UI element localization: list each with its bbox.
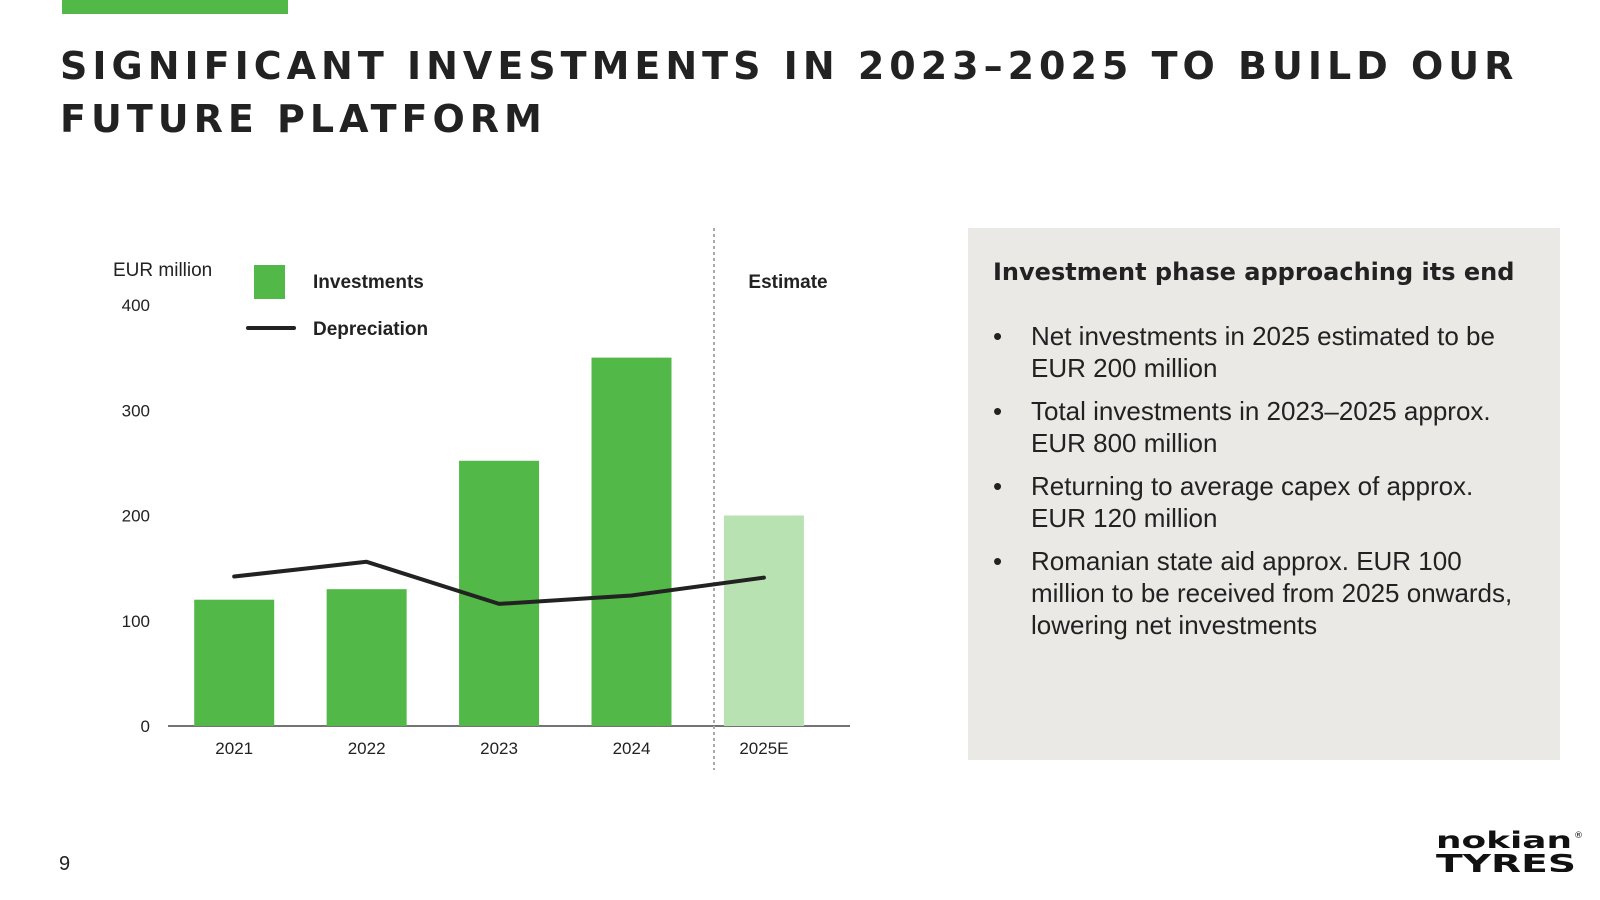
legend-investments-label: Investments	[313, 272, 424, 293]
info-bullet-4: • Romanian state aid approx. EUR 100 mil…	[993, 545, 1516, 641]
info-bullet-text: Total investments in 2023–2025 approx. E…	[1031, 396, 1491, 458]
y-tick-label: 400	[122, 296, 150, 315]
x-tick-label: 2023	[480, 739, 518, 758]
bar-2025e	[723, 515, 804, 726]
info-bullet-text: Returning to average capex of approx. EU…	[1031, 471, 1474, 533]
info-bullet-3: • Returning to average capex of approx. …	[993, 470, 1516, 534]
y-tick-label: 100	[122, 612, 150, 631]
y-tick-label: 300	[122, 401, 150, 420]
page-title: SIGNIFICANT INVESTMENTS IN 2023–2025 TO …	[60, 44, 1519, 141]
info-bullet-text: Net investments in 2025 estimated to be …	[1031, 321, 1495, 383]
legend-investments-swatch	[254, 265, 285, 299]
info-bullet-2: • Total investments in 2023–2025 approx.…	[993, 395, 1516, 459]
depreciation-line	[232, 559, 766, 606]
investments-chart: EUR million 0 100 200 300 400 2021 2022 2023 20…	[113, 228, 850, 770]
x-tick-label: 2025E	[739, 739, 788, 758]
info-bullet-list: • Net investments in 2025 estimated to b…	[993, 320, 1516, 641]
legend-depreciation-label: Depreciation	[313, 319, 428, 340]
bar-2024	[591, 357, 672, 726]
x-tick-label: 2022	[348, 739, 386, 758]
info-bullet-1: • Net investments in 2025 estimated to b…	[993, 320, 1516, 384]
info-bullet-text: Romanian state aid approx. EUR 100 milli…	[1031, 546, 1513, 640]
bullet-marker: •	[993, 321, 1003, 351]
logo-wordmark-bottom: TYRES	[1436, 849, 1576, 872]
bar-2021	[194, 599, 275, 726]
estimate-label: Estimate	[748, 272, 827, 293]
y-axis-label: EUR million	[113, 260, 212, 281]
info-box: Investment phase approaching its end • N…	[968, 228, 1560, 760]
page-number: 9	[59, 853, 71, 875]
bar-2022	[326, 589, 407, 726]
bullet-marker: •	[993, 471, 1003, 501]
info-box-heading: Investment phase approaching its end	[993, 258, 1515, 286]
x-tick-label: 2021	[215, 739, 253, 758]
bullet-marker: •	[993, 546, 1003, 576]
logo-registered-mark: ®	[1574, 831, 1583, 841]
bullet-marker: •	[993, 396, 1003, 426]
nokian-tyres-logo: nokian ® TYRES	[1436, 828, 1583, 872]
accent-bar	[62, 0, 288, 14]
y-tick-label: 200	[122, 507, 150, 526]
y-tick-label: 0	[141, 717, 150, 736]
x-tick-label: 2024	[613, 739, 651, 758]
logo-wordmark-top: nokian	[1436, 828, 1572, 854]
